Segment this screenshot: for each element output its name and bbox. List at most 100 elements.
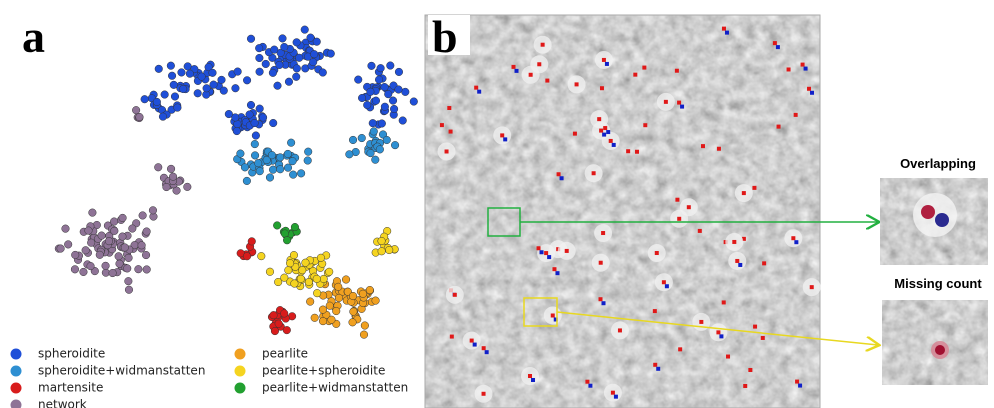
point <box>368 62 376 70</box>
legend-marker <box>235 366 246 377</box>
point <box>132 106 140 114</box>
point <box>279 35 287 43</box>
inset-title: Missing count <box>894 276 982 291</box>
particle <box>540 250 544 254</box>
point <box>293 65 301 73</box>
particle <box>717 147 721 151</box>
point <box>256 105 264 113</box>
particle <box>551 313 555 317</box>
point <box>304 148 312 156</box>
point <box>291 223 299 231</box>
particle <box>643 123 647 127</box>
point <box>184 183 192 191</box>
point <box>305 278 313 286</box>
particle <box>470 339 474 343</box>
particle <box>732 240 736 244</box>
particle <box>719 334 723 338</box>
point <box>293 39 301 47</box>
particle <box>531 378 535 382</box>
point <box>290 251 298 259</box>
point <box>270 311 278 319</box>
particle <box>599 297 603 301</box>
point <box>375 76 383 84</box>
point <box>378 120 386 128</box>
point <box>241 164 249 172</box>
particle <box>735 259 739 263</box>
legend-label: pearlite <box>262 347 308 361</box>
point <box>237 150 245 158</box>
point <box>143 266 151 274</box>
particle <box>642 66 646 70</box>
point <box>167 165 175 173</box>
point <box>163 183 171 191</box>
point <box>109 269 117 277</box>
particle <box>599 129 603 133</box>
point <box>139 212 147 220</box>
particle <box>585 380 589 384</box>
point <box>194 89 202 97</box>
point <box>141 95 149 103</box>
point <box>220 87 228 95</box>
point <box>138 241 146 249</box>
point <box>342 276 350 284</box>
point <box>243 252 251 260</box>
particle <box>515 69 519 73</box>
particle <box>742 191 746 195</box>
particle <box>545 79 549 83</box>
point <box>149 207 157 215</box>
particle <box>592 171 596 175</box>
particle <box>565 249 569 253</box>
particle <box>541 43 545 47</box>
point <box>269 166 277 174</box>
point <box>285 78 293 86</box>
particle <box>626 149 630 153</box>
point <box>203 84 211 92</box>
particle <box>794 240 798 244</box>
point <box>123 265 131 273</box>
inset-image <box>882 300 988 385</box>
point <box>311 314 319 322</box>
point <box>361 322 369 330</box>
point <box>306 298 314 306</box>
point <box>386 62 394 70</box>
point <box>349 292 357 300</box>
point <box>251 152 259 160</box>
particle <box>807 87 811 91</box>
particle <box>921 205 935 219</box>
particle <box>599 261 603 265</box>
point <box>167 62 175 70</box>
particle <box>445 149 449 153</box>
particle <box>503 137 507 141</box>
point <box>319 317 327 325</box>
particle <box>453 293 457 297</box>
point <box>257 252 265 260</box>
inset-title: Overlapping <box>900 156 976 171</box>
point <box>286 259 294 267</box>
point <box>358 94 366 102</box>
point <box>301 26 309 34</box>
particle <box>677 101 681 105</box>
point <box>280 310 288 318</box>
point <box>313 275 321 283</box>
point <box>218 76 226 84</box>
particle <box>664 100 668 104</box>
point <box>326 302 334 310</box>
legend-label: pearlite+widmanstatten <box>262 381 408 395</box>
point <box>287 139 295 147</box>
point <box>313 38 321 46</box>
legend-marker <box>235 349 246 360</box>
particle <box>557 172 561 176</box>
point <box>372 297 380 305</box>
point <box>310 50 318 58</box>
point <box>210 81 218 89</box>
point <box>378 247 386 255</box>
particle <box>611 391 615 395</box>
particle <box>678 347 682 351</box>
particle <box>450 335 454 339</box>
point <box>111 227 119 235</box>
particle <box>791 236 795 240</box>
point <box>399 117 407 125</box>
particle <box>573 132 577 136</box>
particle <box>804 67 808 71</box>
point <box>377 64 385 72</box>
